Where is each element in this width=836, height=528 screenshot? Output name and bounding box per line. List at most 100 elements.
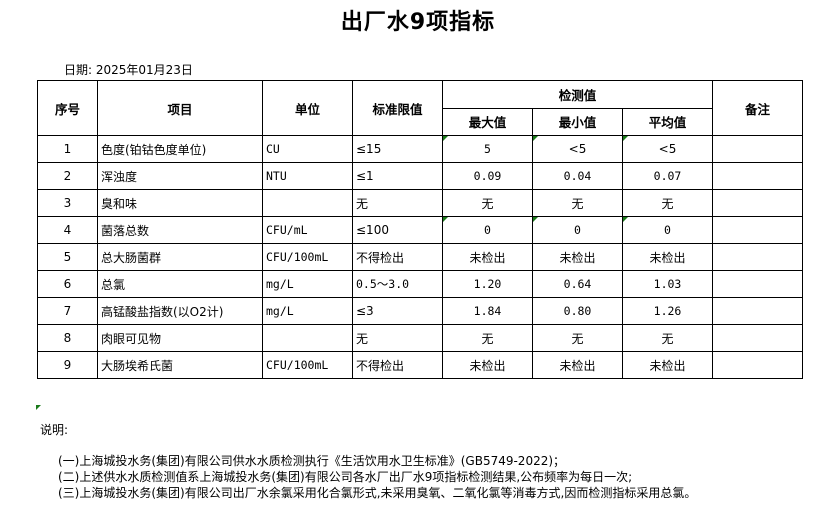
cell-limit-text: ≤1 [356, 169, 374, 183]
cell-no: 6 [37, 270, 98, 298]
cell-avg-text: 1.03 [653, 277, 682, 291]
cell-avg: 0 [622, 216, 713, 244]
cell-avg-text: <5 [658, 142, 677, 156]
cell-marker-icon [533, 136, 538, 141]
header-measured: 检测值 [442, 80, 713, 109]
cell-min-text: 未检出 [559, 358, 596, 373]
cell-no: 8 [37, 324, 98, 352]
cell-max-text: 1.84 [473, 304, 502, 318]
cell-avg-text: 无 [661, 331, 674, 346]
cell-min: <5 [532, 135, 623, 163]
cell-max-text: 无 [481, 196, 494, 211]
cell-min: 无 [532, 189, 623, 217]
table-row: 4 菌落总数 CFU/mL ≤100 0 0 0 [37, 216, 803, 244]
cell-min-text: 0.64 [563, 277, 592, 291]
report-date: 日期: 2025年01月23日 [64, 63, 193, 77]
table-row: 9 大肠埃希氏菌 CFU/100mL 不得检出 未检出 未检出 未检出 [37, 351, 803, 379]
header-max: 最大值 [442, 107, 533, 136]
cell-avg: 1.03 [622, 270, 713, 298]
cell-item-text: 高锰酸盐指数(以O2计) [101, 304, 224, 319]
header-remark: 备注 [712, 80, 803, 136]
cell-min: 未检出 [532, 351, 623, 379]
cell-limit: ≤1 [352, 162, 443, 190]
cell-item: 浑浊度 [97, 162, 263, 190]
cell-item-text: 色度(铂钴色度单位) [101, 142, 207, 157]
cell-marker-icon [443, 217, 448, 222]
cell-min-text: 0.04 [563, 169, 592, 183]
cell-limit: 0.5～3.0 [352, 270, 443, 298]
cell-avg-text: 0 [664, 223, 671, 237]
cell-unit: mg/L [262, 270, 353, 298]
cell-min: 0.64 [532, 270, 623, 298]
cell-unit-text: CU [266, 142, 280, 156]
header-no: 序号 [37, 80, 98, 136]
cell-remark [712, 270, 803, 298]
cell-max: 0.09 [442, 162, 533, 190]
cell-avg: <5 [622, 135, 713, 163]
cell-max: 0 [442, 216, 533, 244]
cell-unit-text: NTU [266, 169, 287, 183]
cell-no-text: 9 [63, 358, 72, 372]
page-title: 出厂水9项指标 [340, 10, 496, 35]
cell-unit: mg/L [262, 297, 353, 325]
cell-avg-text: 未检出 [649, 250, 686, 265]
cell-no-text: 4 [63, 223, 72, 237]
cell-limit: 无 [352, 324, 443, 352]
cell-max: 无 [442, 324, 533, 352]
cell-max: 无 [442, 189, 533, 217]
cell-limit: 不得检出 [352, 351, 443, 379]
cell-max-text: 1.20 [473, 277, 502, 291]
cell-limit: 不得检出 [352, 243, 443, 271]
cell-item-text: 菌落总数 [101, 223, 150, 238]
cell-max: 1.84 [442, 297, 533, 325]
cell-limit: ≤3 [352, 297, 443, 325]
cell-item-text: 浑浊度 [101, 169, 138, 184]
cell-unit: NTU [262, 162, 353, 190]
cell-avg-text: 0.07 [653, 169, 682, 183]
table-row: 8 肉眼可见物 无 无 无 无 [37, 324, 803, 352]
cell-unit: CFU/100mL [262, 351, 353, 379]
cell-unit: CU [262, 135, 353, 163]
cell-avg: 无 [622, 324, 713, 352]
cell-avg: 1.26 [622, 297, 713, 325]
cell-min: 0 [532, 216, 623, 244]
cell-avg-text: 未检出 [649, 358, 686, 373]
cell-limit: ≤100 [352, 216, 443, 244]
cell-max-text: 未检出 [469, 358, 506, 373]
table-row: 7 高锰酸盐指数(以O2计) mg/L ≤3 1.84 0.80 1.26 [37, 297, 803, 325]
note-line: (三)上海城投水务(集团)有限公司出厂水余氯采用化合氯形式,未采用臭氧、二氧化氯… [58, 486, 697, 500]
cell-no: 7 [37, 297, 98, 325]
note-line: (一)上海城投水务(集团)有限公司供水水质检测执行《生活饮用水卫生标准》(GB5… [58, 454, 566, 468]
cell-no: 5 [37, 243, 98, 271]
cell-item-text: 肉眼可见物 [101, 331, 162, 346]
cell-max: 未检出 [442, 351, 533, 379]
cell-min-text: 0 [574, 223, 581, 237]
cell-item: 色度(铂钴色度单位) [97, 135, 263, 163]
cell-unit: CFU/mL [262, 216, 353, 244]
cell-avg: 0.07 [622, 162, 713, 190]
cell-remark [712, 189, 803, 217]
cell-min-text: 未检出 [559, 250, 596, 265]
cell-min-text: 无 [571, 196, 584, 211]
table-row: 6 总氯 mg/L 0.5～3.0 1.20 0.64 1.03 [37, 270, 803, 298]
cell-min-text: <5 [568, 142, 587, 156]
header-limit: 标准限值 [352, 80, 443, 136]
table-row: 5 总大肠菌群 CFU/100mL 不得检出 未检出 未检出 未检出 [37, 243, 803, 271]
cell-item-text: 大肠埃希氏菌 [101, 358, 174, 373]
table-row: 3 臭和味 无 无 无 无 [37, 189, 803, 217]
cell-unit: CFU/100mL [262, 243, 353, 271]
cell-max-text: 0 [484, 223, 491, 237]
notes: 说明: (一)上海城投水务(集团)有限公司供水水质检测执行《生活饮用水卫生标准》… [40, 422, 696, 501]
cell-max: 未检出 [442, 243, 533, 271]
cell-max: 5 [442, 135, 533, 163]
cell-min-text: 0.80 [563, 304, 592, 318]
note-line: (二)上述供水水质检测值系上海城投水务(集团)有限公司各水厂出厂水9项指标检测结… [58, 470, 633, 484]
cell-limit-text: ≤3 [356, 304, 374, 318]
cell-no: 9 [37, 351, 98, 379]
cell-marker-icon [623, 217, 628, 222]
cell-unit-text: CFU/mL [266, 223, 308, 237]
cell-no: 3 [37, 189, 98, 217]
cell-item: 大肠埃希氏菌 [97, 351, 263, 379]
cell-limit-text: 不得检出 [356, 250, 405, 265]
cell-limit-text: 0.5～3.0 [356, 277, 410, 291]
